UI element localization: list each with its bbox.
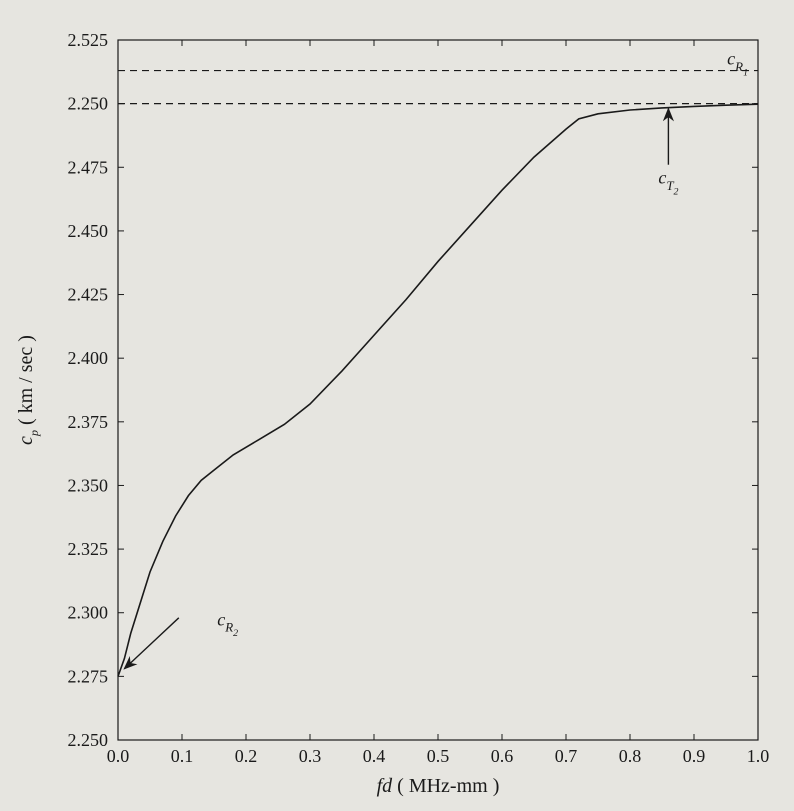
dispersion-chart: 0.0 0.1 0.2 0.3 0.4 0.5 0.6 0.7 0.8 0.9 1.0 2.250 2.… — [0, 0, 794, 811]
x-tick-label: 0.3 — [299, 746, 322, 766]
x-tick-label: 0.6 — [491, 746, 514, 766]
x-tick-label: 0.7 — [555, 746, 578, 766]
y-tick-label: 2.425 — [68, 285, 109, 305]
y-tick-label: 2.350 — [68, 475, 109, 495]
y-tick-label: 2.250 — [68, 94, 109, 114]
x-tick-label: 1.0 — [747, 746, 770, 766]
series-main_curve — [118, 104, 758, 676]
label-cR1: cR1 — [727, 49, 748, 79]
y-tick-label: 2.475 — [68, 157, 109, 177]
y-tick-label: 2.375 — [68, 412, 109, 432]
label-cR2: cR2 — [217, 609, 238, 639]
x-tick-label: 0.2 — [235, 746, 258, 766]
y-tick-label: 2.300 — [68, 603, 109, 623]
label-cT2: cT2 — [658, 168, 678, 198]
x-tick-label: 0.9 — [683, 746, 706, 766]
x-tick-label: 0.8 — [619, 746, 642, 766]
x-tick-label: 0.4 — [363, 746, 386, 766]
x-tick-label: 0.0 — [107, 746, 130, 766]
x-tick-label: 0.5 — [427, 746, 450, 766]
y-tick-label: 2.275 — [68, 666, 109, 686]
x-axis-label: fd ( MHz-mm ) — [377, 775, 500, 797]
y-tick-label: 2.325 — [68, 539, 109, 559]
y-tick-label: 2.525 — [68, 30, 109, 50]
x-tick-label: 0.1 — [171, 746, 194, 766]
y-tick-label: 2.400 — [68, 348, 109, 368]
y-tick-label: 2.450 — [68, 221, 109, 241]
y-tick-label: 2.250 — [68, 730, 109, 750]
y-axis-label: cp ( km / sec ) — [15, 335, 41, 445]
